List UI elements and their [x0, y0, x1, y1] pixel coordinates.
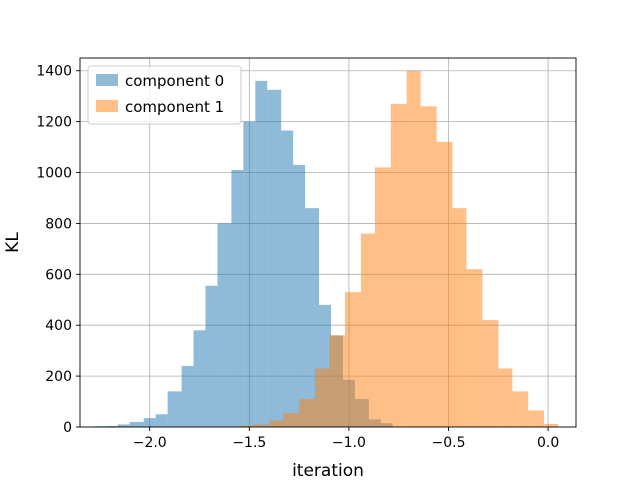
histogram-bar-component-1	[269, 420, 284, 427]
histogram-bar-component-1	[344, 292, 361, 427]
histogram-bar-component-1	[512, 391, 529, 427]
histogram-bar-component-0	[205, 285, 218, 427]
histogram-bar-component-1	[406, 70, 421, 428]
histogram-bar-component-1	[299, 399, 316, 427]
histogram-bar-component-0	[255, 80, 268, 428]
histogram-bar-component-0	[319, 304, 331, 427]
legend-swatch-component-1	[96, 100, 118, 112]
y-tick-label: 0	[63, 420, 72, 436]
histogram-bar-component-0	[105, 425, 118, 427]
histogram-bar-component-1	[328, 335, 345, 427]
y-axis-title: KL	[3, 232, 23, 253]
y-tick-label: 400	[45, 318, 72, 334]
histogram-bar-component-1	[390, 103, 407, 428]
legend: component 0 component 1	[87, 65, 242, 125]
y-tick-label: 1200	[36, 115, 72, 131]
histogram-bar-component-1	[498, 368, 513, 427]
histogram-bar-component-0	[217, 223, 232, 427]
histogram-bar-component-0	[281, 130, 294, 427]
histogram-bar-component-0	[117, 424, 130, 427]
histogram-bar-component-0	[129, 421, 144, 427]
histogram-bar-component-0	[143, 418, 156, 427]
histogram-bar-component-1	[436, 141, 453, 427]
histogram-bar-component-1	[374, 167, 391, 427]
axis-ticks: −2.0 −1.5 −1.0 −0.5 0.0 0 200 400 600 800 1000 1200…	[36, 64, 559, 451]
x-tick-label: −2.0	[133, 435, 167, 451]
x-tick-label: −1.5	[232, 435, 266, 451]
legend-box	[87, 65, 242, 125]
histogram-bar-component-0	[231, 169, 244, 427]
histogram-bar-component-0	[181, 365, 194, 427]
histogram-bar-component-1	[482, 320, 499, 427]
histogram-bars	[93, 70, 559, 428]
histogram-bar-component-1	[283, 413, 300, 427]
y-tick-label: 1400	[36, 64, 72, 80]
histogram-bar-component-0	[243, 121, 256, 427]
histogram-bar-component-0	[267, 89, 282, 427]
x-axis-title: iteration	[292, 461, 364, 480]
legend-label-component-0: component 0	[125, 72, 224, 90]
histogram-bar-component-1	[420, 106, 437, 428]
x-tick-label: 0.0	[537, 435, 559, 451]
histogram-bar-component-1	[315, 368, 329, 427]
histogram-bar-component-0	[155, 414, 168, 427]
histogram-bar-component-1	[528, 410, 545, 427]
histogram-bar-component-0	[193, 330, 206, 427]
histogram-bar-component-1	[253, 424, 270, 427]
plot-frame	[79, 57, 577, 428]
x-tick-label: −1.0	[332, 435, 366, 451]
histogram-bar-component-1	[452, 208, 467, 427]
y-tick-label: 800	[45, 216, 72, 232]
y-tick-label: 600	[45, 267, 72, 283]
legend-swatch-component-0	[96, 74, 118, 86]
histogram-bar-component-1	[466, 269, 483, 427]
histogram-bar-component-1	[544, 423, 559, 427]
y-tick-label: 200	[45, 369, 72, 385]
histogram-bar-component-0	[293, 164, 306, 427]
legend-label-component-1: component 1	[125, 98, 224, 116]
y-tick-label: 1000	[36, 166, 72, 182]
x-tick-label: −0.5	[432, 435, 466, 451]
histogram-bar-component-1	[239, 425, 254, 427]
histogram-bar-component-1	[360, 233, 375, 427]
histogram-bar-component-0	[167, 391, 182, 427]
